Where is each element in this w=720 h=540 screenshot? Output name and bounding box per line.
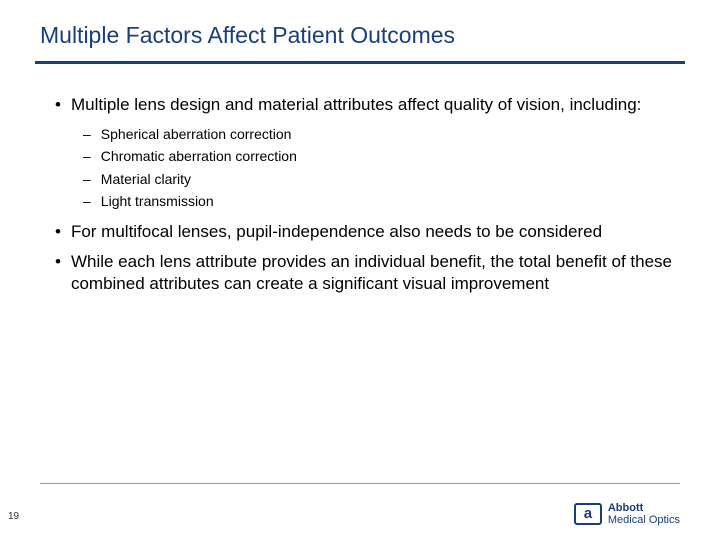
title-underline [35,61,685,64]
logo-text: Abbott Medical Optics [608,502,680,526]
bullet-item: • Multiple lens design and material attr… [45,94,680,116]
slide: Multiple Factors Affect Patient Outcomes… [0,0,720,540]
slide-title: Multiple Factors Affect Patient Outcomes [40,22,680,49]
bullet-text: Chromatic aberration correction [101,146,297,166]
bullet-item: • For multifocal lenses, pupil-independe… [45,221,680,243]
footer-divider [40,483,680,484]
bullet-text: For multifocal lenses, pupil-independenc… [71,221,602,243]
sub-bullet-item: – Material clarity [45,169,680,189]
dash-icon: – [83,191,101,211]
bullet-dot-icon: • [55,94,71,116]
sub-bullet-block: – Spherical aberration correction – Chro… [45,124,680,211]
sub-bullet-item: – Chromatic aberration correction [45,146,680,166]
dash-icon: – [83,146,101,166]
bullet-text: Material clarity [101,169,191,189]
dash-icon: – [83,124,101,144]
bullet-text: Light transmission [101,191,214,211]
logo-mark-icon: a [574,503,602,525]
bullet-text: Multiple lens design and material attrib… [71,94,641,116]
brand-logo: a Abbott Medical Optics [574,502,680,526]
sub-bullet-item: – Light transmission [45,191,680,211]
sub-bullet-item: – Spherical aberration correction [45,124,680,144]
logo-line2: Medical Optics [608,514,680,526]
bullet-text: While each lens attribute provides an in… [71,251,680,295]
bullet-dot-icon: • [55,251,71,295]
bullet-text: Spherical aberration correction [101,124,292,144]
bullet-dot-icon: • [55,221,71,243]
logo-line1: Abbott [608,502,680,514]
page-number: 19 [8,511,19,522]
dash-icon: – [83,169,101,189]
slide-content: • Multiple lens design and material attr… [40,94,680,296]
bullet-item: • While each lens attribute provides an … [45,251,680,295]
